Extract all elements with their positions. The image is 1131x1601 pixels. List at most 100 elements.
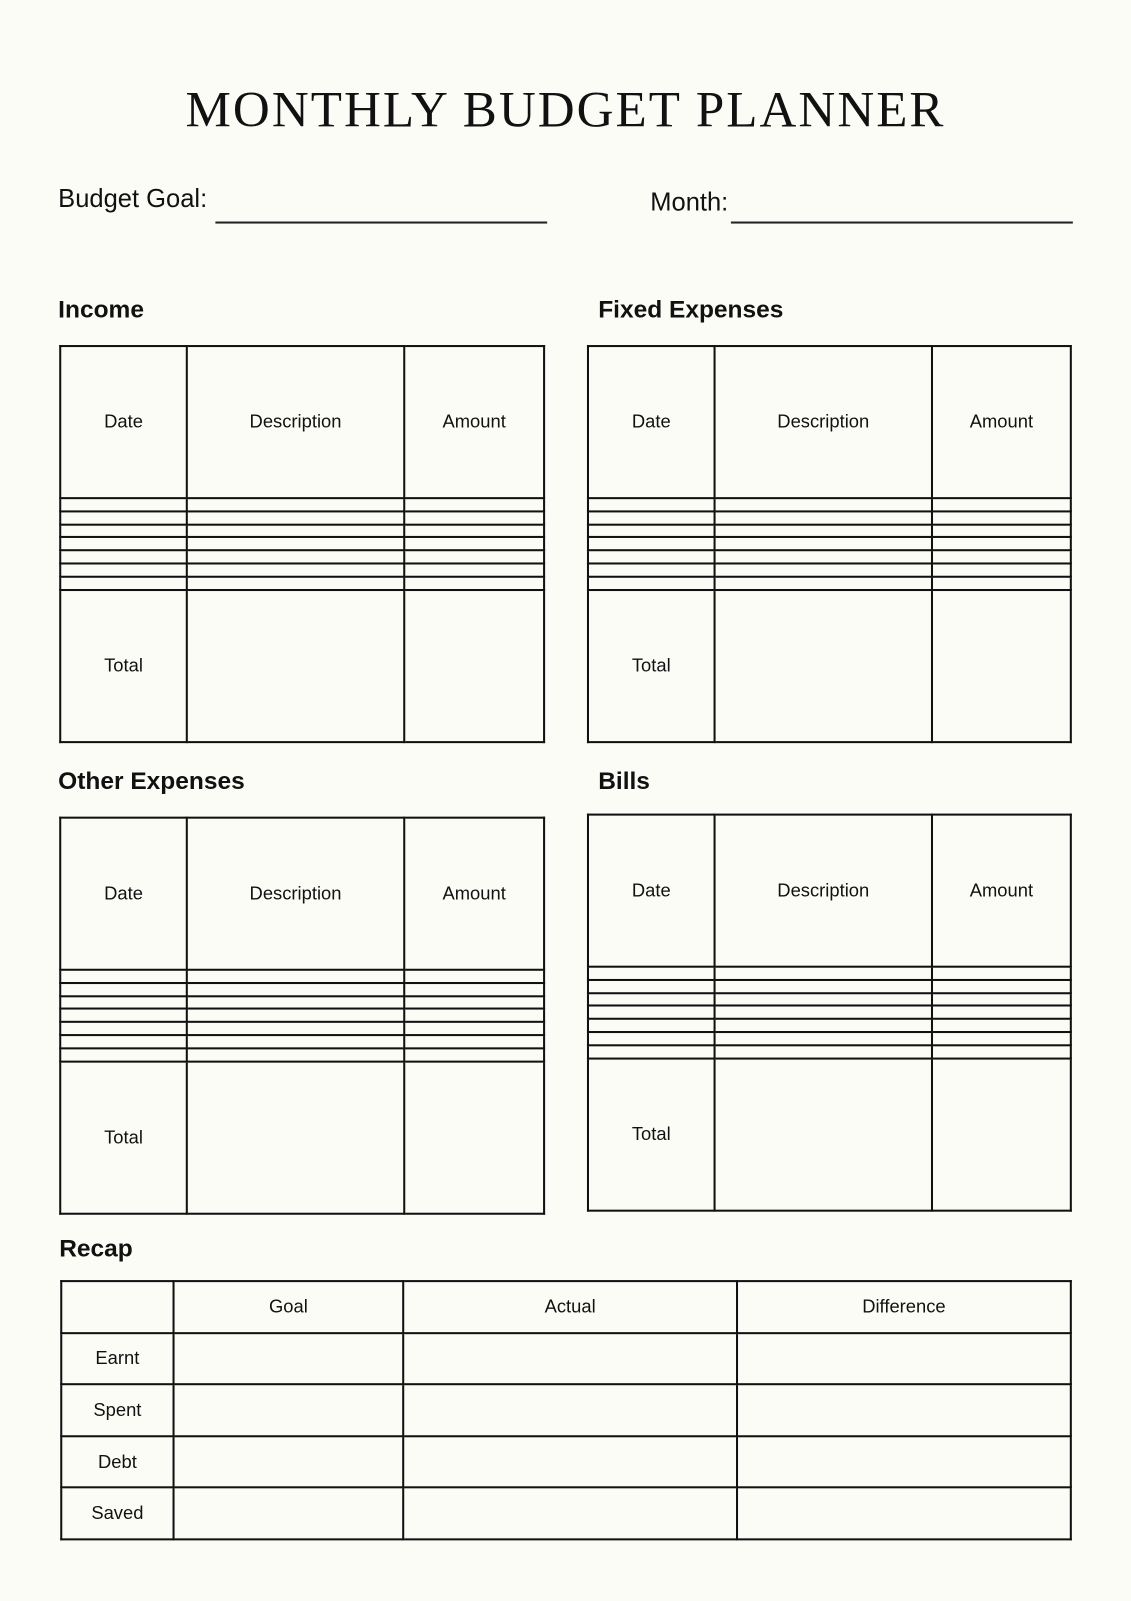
difference-cell[interactable] xyxy=(735,1486,1072,1541)
difference-cell[interactable] xyxy=(735,1435,1072,1489)
description-cell[interactable] xyxy=(185,549,406,565)
amount-cell[interactable] xyxy=(403,981,546,997)
description-cell[interactable] xyxy=(713,510,934,526)
date-cell[interactable] xyxy=(59,1021,188,1037)
date-cell[interactable] xyxy=(586,1031,716,1047)
amount-cell[interactable] xyxy=(930,1044,1072,1060)
description-cell[interactable] xyxy=(185,1034,406,1050)
date-cell[interactable] xyxy=(59,496,188,513)
amount-cell[interactable] xyxy=(403,523,546,539)
date-cell[interactable] xyxy=(59,549,188,565)
amount-cell[interactable] xyxy=(403,994,546,1011)
date-cell[interactable] xyxy=(59,981,188,997)
date-cell[interactable] xyxy=(59,1034,188,1050)
amount-cell[interactable] xyxy=(930,549,1072,565)
date-cell[interactable] xyxy=(59,510,188,526)
actual-cell[interactable] xyxy=(402,1486,739,1541)
description-cell[interactable] xyxy=(713,496,934,513)
difference-cell[interactable] xyxy=(735,1383,1072,1438)
description-cell[interactable] xyxy=(185,968,406,984)
description-cell[interactable] xyxy=(713,1018,934,1034)
actual-cell[interactable] xyxy=(402,1435,739,1489)
description-cell[interactable] xyxy=(713,1044,934,1060)
date-cell[interactable] xyxy=(586,1044,716,1060)
amount-cell[interactable] xyxy=(930,1004,1072,1021)
description-cell[interactable] xyxy=(713,562,934,579)
amount-cell[interactable] xyxy=(403,1047,546,1063)
date-cell[interactable] xyxy=(586,496,716,513)
amount-cell[interactable] xyxy=(403,1021,546,1037)
description-cell[interactable] xyxy=(185,523,406,539)
date-cell[interactable] xyxy=(586,1004,716,1021)
month-field[interactable] xyxy=(730,221,1073,224)
amount-cell[interactable] xyxy=(930,523,1072,539)
description-cell[interactable] xyxy=(185,981,406,997)
date-cell[interactable] xyxy=(586,549,716,565)
total-amount-cell[interactable] xyxy=(403,589,546,744)
description-cell[interactable] xyxy=(185,994,406,1011)
amount-cell[interactable] xyxy=(930,562,1072,579)
total-description-cell[interactable] xyxy=(713,589,934,744)
amount-cell[interactable] xyxy=(930,991,1072,1007)
description-cell[interactable] xyxy=(185,496,406,513)
difference-cell[interactable] xyxy=(735,1331,1072,1386)
goal-cell[interactable] xyxy=(172,1383,405,1438)
goal-cell[interactable] xyxy=(172,1331,405,1386)
date-cell[interactable] xyxy=(59,575,188,592)
description-cell[interactable] xyxy=(185,1047,406,1063)
date-cell[interactable] xyxy=(59,994,188,1011)
date-cell[interactable] xyxy=(586,523,716,539)
description-cell[interactable] xyxy=(713,1031,934,1047)
description-cell[interactable] xyxy=(713,575,934,592)
amount-cell[interactable] xyxy=(930,978,1072,994)
amount-cell[interactable] xyxy=(930,1018,1072,1034)
date-cell[interactable] xyxy=(586,575,716,592)
amount-cell[interactable] xyxy=(930,510,1072,526)
date-cell[interactable] xyxy=(59,1008,188,1024)
date-cell[interactable] xyxy=(586,562,716,579)
amount-cell[interactable] xyxy=(930,575,1072,592)
actual-cell[interactable] xyxy=(402,1383,739,1438)
date-cell[interactable] xyxy=(59,562,188,579)
description-cell[interactable] xyxy=(713,965,934,981)
description-cell[interactable] xyxy=(713,536,934,552)
description-cell[interactable] xyxy=(185,1021,406,1037)
description-cell[interactable] xyxy=(185,536,406,552)
amount-cell[interactable] xyxy=(403,968,546,984)
date-cell[interactable] xyxy=(59,968,188,984)
actual-cell[interactable] xyxy=(402,1331,739,1386)
description-cell[interactable] xyxy=(713,1004,934,1021)
description-cell[interactable] xyxy=(713,523,934,539)
amount-cell[interactable] xyxy=(403,562,546,579)
amount-cell[interactable] xyxy=(403,1008,546,1024)
total-amount-cell[interactable] xyxy=(930,1057,1072,1212)
date-cell[interactable] xyxy=(59,1047,188,1063)
amount-cell[interactable] xyxy=(930,496,1072,513)
amount-cell[interactable] xyxy=(403,510,546,526)
description-cell[interactable] xyxy=(713,549,934,565)
total-description-cell[interactable] xyxy=(185,589,406,744)
goal-cell[interactable] xyxy=(172,1435,405,1489)
date-cell[interactable] xyxy=(59,523,188,539)
goal-cell[interactable] xyxy=(172,1486,405,1541)
amount-cell[interactable] xyxy=(930,1031,1072,1047)
description-cell[interactable] xyxy=(185,510,406,526)
description-cell[interactable] xyxy=(713,991,934,1007)
description-cell[interactable] xyxy=(185,562,406,579)
amount-cell[interactable] xyxy=(403,536,546,552)
amount-cell[interactable] xyxy=(403,1034,546,1050)
date-cell[interactable] xyxy=(586,1018,716,1034)
date-cell[interactable] xyxy=(586,978,716,994)
budget-goal-field[interactable] xyxy=(215,221,548,224)
total-amount-cell[interactable] xyxy=(930,589,1072,744)
amount-cell[interactable] xyxy=(403,575,546,592)
amount-cell[interactable] xyxy=(930,965,1072,981)
date-cell[interactable] xyxy=(59,536,188,552)
amount-cell[interactable] xyxy=(403,496,546,513)
total-amount-cell[interactable] xyxy=(403,1060,546,1215)
date-cell[interactable] xyxy=(586,510,716,526)
date-cell[interactable] xyxy=(586,965,716,981)
amount-cell[interactable] xyxy=(930,536,1072,552)
amount-cell[interactable] xyxy=(403,549,546,565)
date-cell[interactable] xyxy=(586,536,716,552)
